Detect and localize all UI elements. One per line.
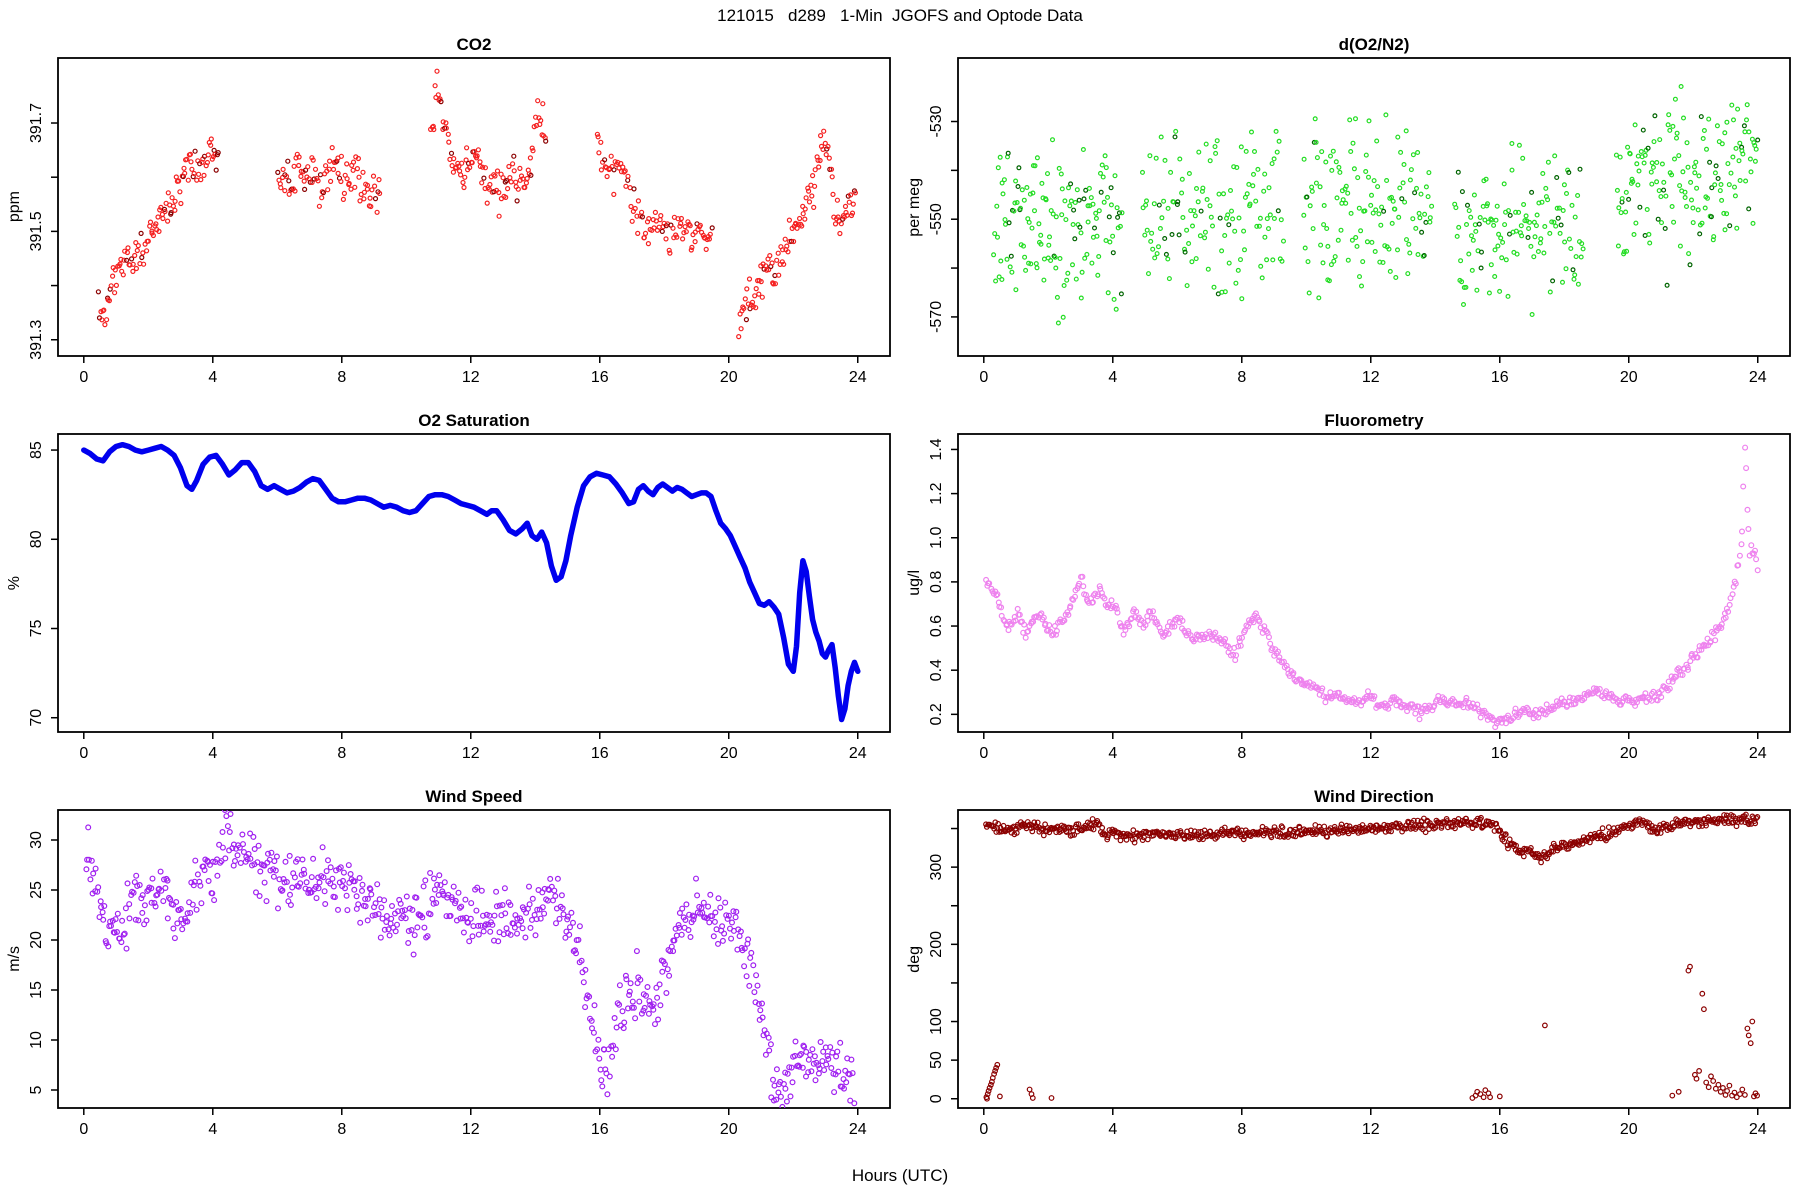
svg-text:391.3: 391.3 — [28, 320, 45, 360]
y-axis-label: ppm — [6, 191, 23, 223]
o2-saturation-plot: 0 4 8 12 16 20 24 70 75 80 85 — [28, 433, 891, 762]
svg-text:12: 12 — [462, 1121, 480, 1138]
svg-text:5: 5 — [28, 1085, 45, 1094]
svg-text:200: 200 — [928, 931, 945, 958]
panel-title: Wind Direction — [1314, 787, 1434, 806]
svg-text:1.4: 1.4 — [928, 438, 945, 460]
svg-text:16: 16 — [591, 745, 609, 762]
svg-text:20: 20 — [1620, 369, 1638, 386]
svg-text:12: 12 — [1362, 369, 1380, 386]
panel-title: Fluorometry — [1324, 411, 1424, 430]
figure-title: 121015 d289 1-Min JGOFS and Optode Data — [717, 6, 1083, 25]
svg-text:24: 24 — [849, 745, 867, 762]
panel-title: CO2 — [456, 35, 492, 54]
svg-text:8: 8 — [1237, 745, 1246, 762]
svg-text:12: 12 — [1362, 1121, 1380, 1138]
svg-text:4: 4 — [208, 1121, 217, 1138]
svg-text:0: 0 — [979, 1121, 988, 1138]
svg-text:12: 12 — [462, 745, 480, 762]
svg-text:80: 80 — [28, 530, 45, 548]
svg-text:12: 12 — [1362, 745, 1380, 762]
panel-grid: CO2 ppm 0 4 8 12 16 20 24 391.3 391.5 391.7 d(O2/… — [0, 32, 1800, 1160]
svg-text:8: 8 — [337, 369, 346, 386]
svg-text:1.0: 1.0 — [928, 527, 945, 549]
svg-text:1.2: 1.2 — [928, 482, 945, 504]
wind-speed-plot: 0 4 8 12 16 20 24 5 10 15 20 25 30 — [28, 809, 891, 1138]
y-axis-label: per meg — [906, 177, 923, 237]
svg-text:25: 25 — [28, 881, 45, 899]
y-axis-label: m/s — [6, 946, 23, 972]
panel-co2: CO2 ppm 0 4 8 12 16 20 24 391.3 391.5 391.7 — [0, 32, 900, 408]
svg-text:30: 30 — [28, 831, 45, 849]
y-axis-label: ug/l — [906, 570, 923, 596]
panel-o2n2: d(O2/N2) per meg 0 4 8 12 16 20 24 -570 -550 -530 — [900, 32, 1800, 408]
svg-text:70: 70 — [28, 709, 45, 727]
svg-text:12: 12 — [462, 369, 480, 386]
svg-text:0: 0 — [79, 745, 88, 762]
svg-text:8: 8 — [337, 745, 346, 762]
o2n2-plot: 0 4 8 12 16 20 24 -570 -550 -530 — [928, 57, 1791, 386]
svg-text:16: 16 — [1491, 369, 1509, 386]
svg-text:16: 16 — [591, 1121, 609, 1138]
svg-text:16: 16 — [1491, 745, 1509, 762]
svg-text:85: 85 — [28, 441, 45, 459]
svg-text:0: 0 — [979, 369, 988, 386]
svg-text:391.7: 391.7 — [28, 103, 45, 143]
svg-text:20: 20 — [720, 1121, 738, 1138]
svg-text:8: 8 — [337, 1121, 346, 1138]
svg-text:75: 75 — [28, 620, 45, 638]
svg-text:50: 50 — [928, 1051, 945, 1069]
svg-text:24: 24 — [849, 369, 867, 386]
svg-text:10: 10 — [28, 1031, 45, 1049]
svg-text:0.8: 0.8 — [928, 571, 945, 593]
svg-text:-530: -530 — [928, 105, 945, 137]
svg-text:15: 15 — [28, 981, 45, 999]
svg-text:24: 24 — [1749, 745, 1767, 762]
svg-text:4: 4 — [208, 369, 217, 386]
svg-text:4: 4 — [1108, 1121, 1117, 1138]
panel-title: O2 Saturation — [418, 411, 530, 430]
x-axis-label: Hours (UTC) — [851, 1166, 949, 1185]
svg-text:300: 300 — [928, 854, 945, 881]
svg-text:0: 0 — [79, 1121, 88, 1138]
svg-text:16: 16 — [591, 369, 609, 386]
svg-text:0: 0 — [79, 369, 88, 386]
svg-text:24: 24 — [849, 1121, 867, 1138]
svg-text:24: 24 — [1749, 369, 1767, 386]
panel-fluorometry: Fluorometry ug/l 0 4 8 12 16 20 24 0.2 0.4 0.6 0.8… — [900, 408, 1800, 784]
svg-text:20: 20 — [720, 745, 738, 762]
svg-text:8: 8 — [1237, 369, 1246, 386]
svg-text:0.2: 0.2 — [928, 703, 945, 725]
panel-title: d(O2/N2) — [1338, 35, 1410, 54]
svg-text:20: 20 — [28, 931, 45, 949]
svg-text:20: 20 — [1620, 1121, 1638, 1138]
svg-text:-570: -570 — [928, 301, 945, 333]
svg-text:4: 4 — [1108, 745, 1117, 762]
svg-text:391.5: 391.5 — [28, 211, 45, 251]
svg-text:24: 24 — [1749, 1121, 1767, 1138]
svg-text:8: 8 — [1237, 1121, 1246, 1138]
svg-text:0: 0 — [979, 745, 988, 762]
panel-wind-speed: Wind Speed m/s 0 4 8 12 16 20 24 5 10 15 20 25 30 — [0, 784, 900, 1160]
svg-text:-550: -550 — [928, 203, 945, 235]
y-axis-label: % — [6, 575, 23, 591]
svg-text:0: 0 — [928, 1094, 945, 1103]
co2-plot: 0 4 8 12 16 20 24 391.3 391.5 391.7 — [28, 57, 891, 386]
svg-text:20: 20 — [720, 369, 738, 386]
svg-text:4: 4 — [208, 745, 217, 762]
panel-title: Wind Speed — [425, 787, 523, 806]
svg-text:16: 16 — [1491, 1121, 1509, 1138]
fluorometry-plot: 0 4 8 12 16 20 24 0.2 0.4 0.6 0.8 1.0 1.2 1.4 — [928, 433, 1791, 762]
wind-direction-plot: 0 4 8 12 16 20 24 0 50 100 200 300 — [928, 809, 1791, 1138]
svg-text:20: 20 — [1620, 745, 1638, 762]
panel-o2-saturation: O2 Saturation % 0 4 8 12 16 20 24 70 75 80 85 — [0, 408, 900, 784]
svg-text:0.4: 0.4 — [928, 659, 945, 681]
y-axis-label: deg — [906, 945, 923, 973]
svg-text:0.6: 0.6 — [928, 615, 945, 637]
svg-text:100: 100 — [928, 1008, 945, 1035]
svg-text:4: 4 — [1108, 369, 1117, 386]
panel-wind-direction: Wind Direction deg 0 4 8 12 16 20 24 0 50 100 200 3… — [900, 784, 1800, 1160]
